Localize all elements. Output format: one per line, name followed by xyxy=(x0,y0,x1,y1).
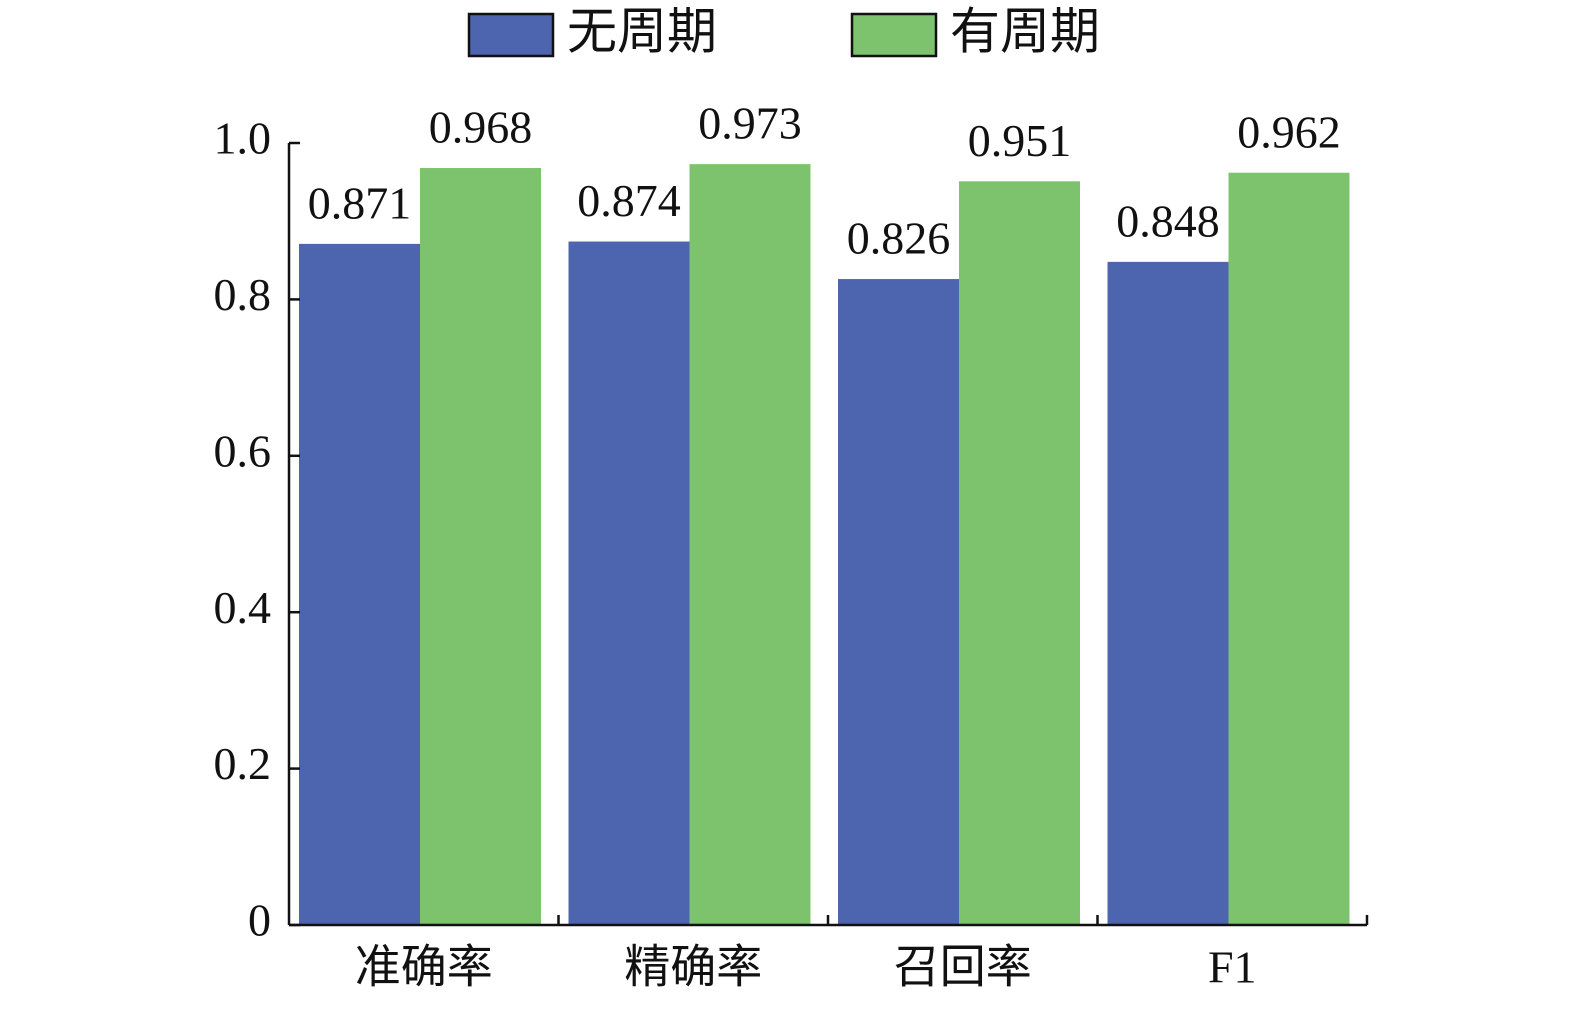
bar xyxy=(420,168,541,926)
y-tick-label: 0.6 xyxy=(214,425,272,476)
bar xyxy=(1228,172,1350,925)
x-tick-label: F1 xyxy=(1208,942,1257,993)
value-label: 0.874 xyxy=(577,175,681,226)
legend-swatch xyxy=(850,12,938,58)
bar xyxy=(299,243,420,926)
value-label: 0.951 xyxy=(968,115,1072,166)
x-tick-label: 准确率 xyxy=(355,942,493,993)
y-tick-label: 0.8 xyxy=(214,269,272,320)
legend-label: 无周期 xyxy=(567,3,717,59)
y-tick-label: 0.2 xyxy=(214,738,272,789)
y-tick-label: 0 xyxy=(248,895,271,946)
value-label: 0.848 xyxy=(1116,195,1220,246)
bar xyxy=(689,164,811,925)
bar xyxy=(959,181,1080,925)
y-tick-label: 0.4 xyxy=(214,582,272,633)
legend-swatch xyxy=(467,12,555,58)
y-tick-label: 1.0 xyxy=(214,113,272,164)
bar xyxy=(568,241,690,926)
value-label: 0.871 xyxy=(308,177,412,228)
value-label: 0.962 xyxy=(1237,106,1341,157)
value-label: 0.826 xyxy=(847,213,951,264)
x-tick-label: 召回率 xyxy=(894,942,1032,993)
value-label: 0.968 xyxy=(429,102,533,153)
bar xyxy=(838,279,959,925)
x-tick-label: 精确率 xyxy=(624,942,762,993)
bar xyxy=(1107,261,1229,925)
legend-label: 有周期 xyxy=(950,3,1100,59)
value-label: 0.973 xyxy=(698,98,802,149)
